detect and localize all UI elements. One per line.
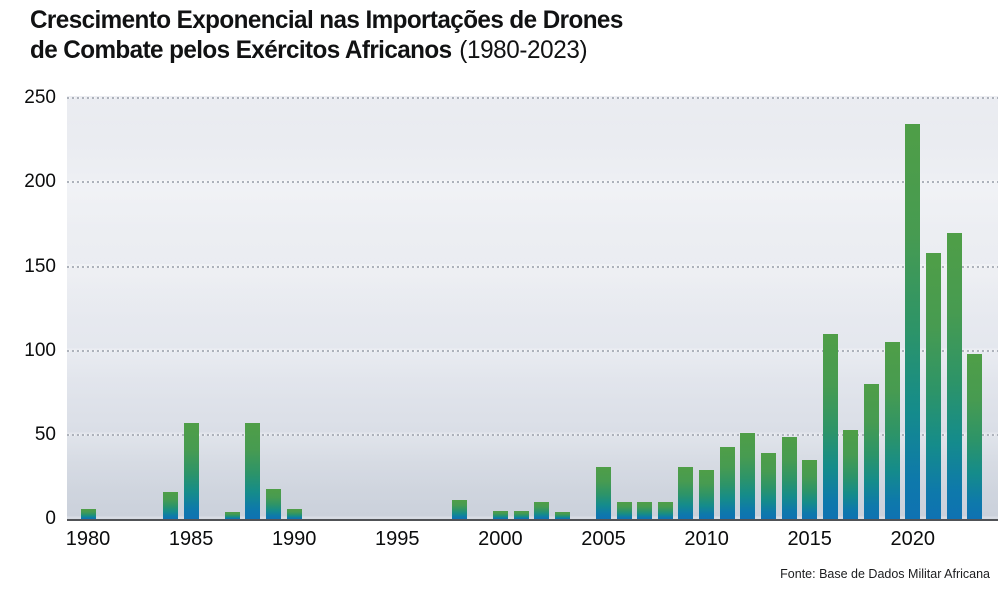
bar-2006 bbox=[616, 502, 632, 519]
bar-2005 bbox=[596, 467, 611, 519]
x-tick-label-1980: 1980 bbox=[65, 528, 111, 550]
bar-2010 bbox=[699, 470, 715, 519]
chart-title-line2-bold: de Combate pelos Exércitos Africanos bbox=[30, 36, 452, 64]
gridline-250 bbox=[67, 97, 998, 100]
bar-2018 bbox=[864, 384, 880, 519]
bar-2020 bbox=[905, 124, 921, 519]
y-tick-label-50: 50 bbox=[34, 423, 56, 445]
y-tick-label-250: 250 bbox=[24, 87, 56, 109]
y-tick-label-0: 0 bbox=[45, 508, 56, 529]
bar-1988 bbox=[245, 423, 261, 519]
bar-1989 bbox=[266, 489, 282, 519]
bar-2019 bbox=[884, 342, 900, 519]
bar-1998 bbox=[451, 500, 467, 519]
bar-1990 bbox=[286, 509, 302, 519]
chart-title: Crescimento Exponencial nas Importações … bbox=[30, 5, 623, 65]
gridline-150 bbox=[67, 265, 998, 268]
x-tick-label-2005: 2005 bbox=[581, 528, 626, 550]
bar-2009 bbox=[678, 467, 694, 519]
bar-2022 bbox=[946, 233, 962, 519]
plot-area bbox=[67, 96, 998, 521]
bar-2003 bbox=[554, 512, 570, 519]
bar-2012 bbox=[740, 433, 756, 519]
x-tick-label-1995: 1995 bbox=[375, 528, 420, 550]
bar-2015 bbox=[802, 460, 818, 519]
chart-title-line1: Crescimento Exponencial nas Importações … bbox=[30, 6, 623, 34]
bar-2008 bbox=[657, 502, 673, 519]
bar-2000 bbox=[492, 511, 508, 519]
bar-2023 bbox=[967, 354, 983, 519]
x-tick-label-1985: 1985 bbox=[168, 528, 214, 550]
gridline-50 bbox=[67, 433, 998, 436]
y-tick-label-200: 200 bbox=[24, 171, 56, 193]
x-tick-label-2020: 2020 bbox=[890, 528, 936, 550]
bar-1987 bbox=[224, 512, 240, 519]
bar-2021 bbox=[925, 253, 941, 519]
chart-title-period: (1980-2023) bbox=[459, 36, 588, 64]
gridline-100 bbox=[67, 349, 998, 352]
x-tick-label-2015: 2015 bbox=[787, 528, 832, 550]
x-tick-label-2000: 2000 bbox=[478, 528, 523, 550]
bar-2013 bbox=[760, 453, 776, 519]
bar-2002 bbox=[534, 502, 550, 519]
bar-2007 bbox=[637, 502, 653, 519]
bar-1984 bbox=[162, 492, 178, 519]
bar-2011 bbox=[719, 447, 735, 519]
x-axis-line bbox=[67, 519, 998, 521]
bar-1980 bbox=[80, 509, 96, 519]
y-tick-label-150: 150 bbox=[24, 255, 56, 277]
bar-2017 bbox=[843, 430, 859, 519]
source-note: Fonte: Base de Dados Militar Africana bbox=[780, 567, 990, 581]
gridline-200 bbox=[67, 181, 998, 184]
y-tick-label-100: 100 bbox=[24, 339, 56, 361]
bar-2001 bbox=[513, 511, 529, 519]
bar-2014 bbox=[781, 437, 797, 519]
bar-2016 bbox=[822, 334, 838, 519]
bar-1985 bbox=[183, 423, 199, 519]
x-tick-label-2010: 2010 bbox=[684, 528, 729, 550]
x-tick-label-1990: 1990 bbox=[271, 528, 317, 550]
chart-title-line2: de Combate pelos Exércitos Africanos (198… bbox=[30, 35, 623, 65]
